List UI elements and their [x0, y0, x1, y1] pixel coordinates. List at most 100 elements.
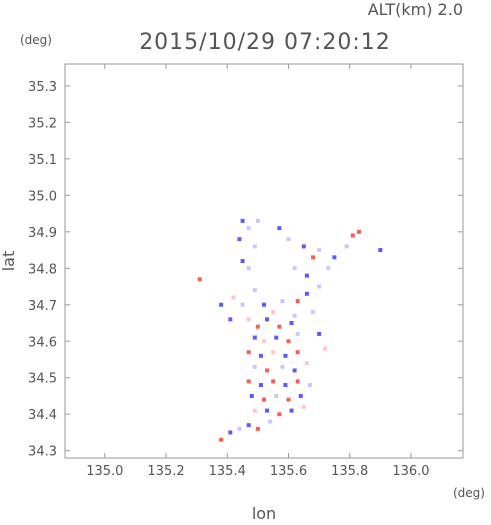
heatmap-cell — [286, 237, 291, 242]
heatmap-cell — [323, 346, 328, 351]
y-tick-label: 34.4 — [28, 408, 57, 423]
x-tick-label: 135.8 — [331, 464, 368, 479]
x-tick-label: 135.2 — [147, 464, 184, 479]
heatmap-cell — [240, 302, 245, 307]
heatmap-cell — [271, 379, 276, 384]
heatmap-cell — [246, 379, 251, 384]
heatmap-cell — [298, 393, 303, 398]
heatmap-cell — [280, 364, 285, 369]
heatmap-cell — [277, 412, 282, 417]
y-tick-label: 34.6 — [28, 335, 57, 350]
heatmap-cell — [255, 218, 260, 223]
heatmap-cell — [197, 277, 202, 282]
heatmap-cell — [265, 317, 270, 322]
heatmap-cell — [301, 244, 306, 249]
heatmap-cell — [255, 426, 260, 431]
x-tick-label: 135.6 — [270, 464, 307, 479]
heatmap-cell — [286, 397, 291, 402]
heatmap-cell — [252, 335, 257, 340]
heatmap-cell — [262, 302, 266, 307]
heatmap-cell — [326, 266, 331, 271]
heatmap-cell — [237, 237, 242, 242]
heatmap-cell — [268, 419, 273, 424]
y-tick-label: 34.3 — [28, 445, 57, 460]
heatmap-cell — [344, 244, 349, 249]
y-tick-label: 35.0 — [28, 189, 57, 204]
heatmap-cell — [249, 393, 254, 398]
y-tick-label: 35.3 — [28, 80, 57, 95]
x-tick-label: 135.0 — [86, 464, 123, 479]
heatmap-cell — [283, 353, 288, 358]
heatmap-cell — [240, 259, 245, 263]
heatmap-cell — [246, 317, 251, 322]
heatmap-cell — [228, 430, 233, 435]
heatmap-cell — [246, 350, 251, 355]
heatmap-cell — [274, 393, 279, 398]
heatmap-cell — [295, 379, 300, 384]
y-unit-label: (deg) — [20, 33, 52, 47]
heatmap-cell — [304, 291, 309, 296]
heatmap-cell — [265, 368, 270, 373]
heatmap-cell — [277, 226, 282, 231]
heatmap-cell — [240, 218, 245, 223]
plot-frame — [64, 63, 464, 459]
heatmap-cell — [289, 408, 294, 413]
chart-title: 2015/10/29 07:20:12 — [139, 30, 391, 55]
heatmap-cell — [262, 397, 266, 402]
x-tick-label: 135.4 — [209, 464, 246, 479]
heatmap-cell — [307, 383, 312, 388]
heatmap-cell — [317, 284, 322, 289]
heatmap-cell — [258, 383, 263, 388]
heatmap-cell — [277, 324, 282, 329]
heatmap-cell — [258, 353, 263, 358]
heatmap-cell — [292, 368, 297, 373]
y-axis-label: lat — [0, 251, 18, 272]
heatmap-cell — [219, 437, 224, 442]
heatmap-cell — [280, 299, 285, 304]
x-axis-label: lon — [252, 504, 276, 521]
y-tick-label: 34.9 — [28, 226, 57, 241]
x-unit-label: (deg) — [453, 486, 485, 500]
heatmap-cell — [252, 244, 257, 249]
heatmap-cell — [378, 248, 383, 253]
y-axis-ticks: 34.3 34.4 34.5 34.6 34.7 34.8 34.9 35.0 35.1 35.2… — [28, 80, 463, 460]
heatmap-cell — [252, 364, 257, 369]
heatmap-cell — [252, 408, 257, 413]
y-tick-label: 34.5 — [28, 372, 57, 387]
heatmap-cell — [304, 361, 309, 366]
heatmap-cell — [274, 335, 279, 340]
heatmap-cell — [271, 310, 276, 315]
heatmap-cell — [286, 339, 291, 344]
heatmap-cell — [317, 248, 322, 253]
heatmap-cell — [231, 295, 236, 300]
heatmap-cell — [265, 408, 270, 413]
heatmap-cell — [292, 313, 297, 318]
heatmap-cells — [197, 218, 383, 442]
heatmap-cell — [237, 426, 242, 431]
heatmap-cell — [262, 339, 266, 344]
heatmap-cell — [317, 331, 322, 336]
y-tick-label: 35.1 — [28, 153, 57, 168]
heatmap-cell — [295, 331, 300, 336]
y-tick-label: 34.7 — [28, 299, 57, 314]
heatmap-cell — [271, 350, 276, 355]
heatmap-cell — [219, 302, 224, 307]
heatmap-cell — [246, 226, 251, 231]
heatmap-cell — [350, 233, 355, 238]
heatmap-cell — [246, 266, 251, 271]
heatmap-cell — [295, 350, 300, 355]
heatmap-cell — [228, 317, 233, 322]
heatmap-cell — [301, 404, 306, 409]
heatmap-cell — [252, 288, 257, 293]
x-tick-label: 136.0 — [392, 464, 429, 479]
heatmap-cell — [289, 321, 294, 326]
y-tick-label: 34.8 — [28, 262, 57, 277]
y-tick-label: 35.2 — [28, 116, 57, 131]
heatmap-cell — [295, 299, 300, 304]
heatmap-cell — [304, 273, 309, 278]
heatmap-cell — [332, 255, 337, 260]
altitude-label: ALT(km) 2.0 — [368, 0, 463, 19]
x-axis-ticks: 135.0 135.2 135.4 135.6 135.8 136.0 — [86, 64, 430, 479]
heatmap-cell — [255, 324, 260, 329]
